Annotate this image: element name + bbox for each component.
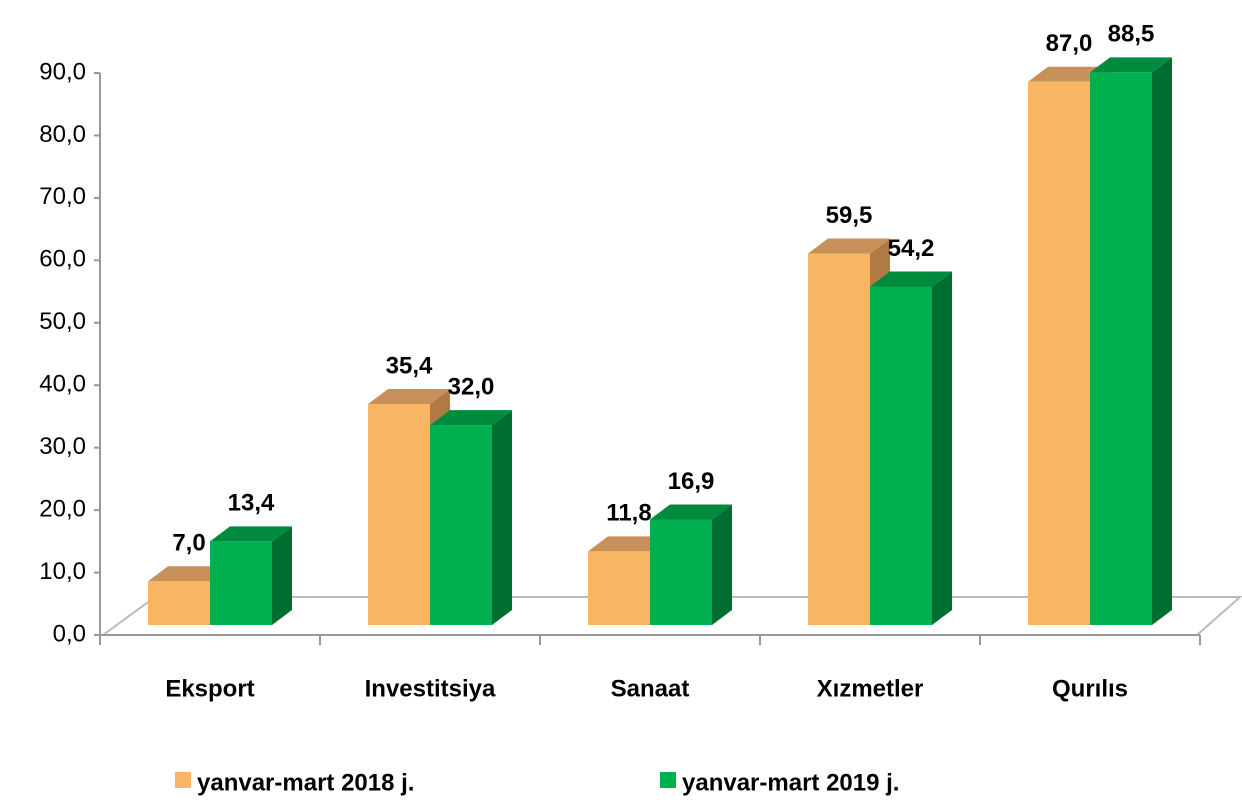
bar-face bbox=[870, 286, 932, 625]
value-label: 32,0 bbox=[448, 374, 495, 401]
value-label: 59,5 bbox=[826, 202, 873, 229]
value-label: 11,8 bbox=[606, 500, 651, 527]
value-label: 16,9 bbox=[668, 468, 715, 495]
y-tick-label: 40,0 bbox=[39, 371, 86, 398]
bar bbox=[650, 504, 732, 625]
bar-face bbox=[712, 504, 732, 625]
bar bbox=[870, 271, 952, 625]
value-label: 35,4 bbox=[386, 352, 433, 379]
bar-face bbox=[932, 271, 952, 625]
value-label: 87,0 bbox=[1046, 30, 1093, 57]
x-tick-label: Sanaat bbox=[611, 675, 690, 702]
bar-face bbox=[430, 410, 512, 426]
bar-face bbox=[368, 388, 450, 404]
bar-face bbox=[1028, 81, 1090, 625]
bar bbox=[1090, 57, 1172, 626]
bar-face bbox=[870, 271, 952, 287]
y-tick-label: 90,0 bbox=[39, 58, 86, 85]
legend-swatch bbox=[660, 772, 676, 788]
bar-face bbox=[1090, 57, 1172, 73]
y-tick-label: 80,0 bbox=[39, 121, 86, 148]
y-tick-label: 0,0 bbox=[53, 620, 86, 647]
y-tick-label: 60,0 bbox=[39, 246, 86, 273]
bar-face bbox=[148, 581, 210, 625]
value-label: 88,5 bbox=[1108, 21, 1155, 48]
bar-face bbox=[430, 425, 492, 625]
bar-face bbox=[1028, 66, 1110, 82]
bar-face bbox=[1152, 57, 1172, 626]
x-tick-label: Eksport bbox=[165, 675, 254, 702]
bar-face bbox=[650, 504, 732, 520]
bar bbox=[430, 410, 512, 625]
bar-face bbox=[492, 410, 512, 625]
bar-face bbox=[588, 551, 650, 625]
legend-label: yanvar-mart 2018 j. bbox=[197, 769, 414, 796]
y-tick-label: 50,0 bbox=[39, 308, 86, 335]
bar-face bbox=[1090, 72, 1152, 625]
bar-face bbox=[272, 526, 292, 625]
legend-swatch bbox=[175, 772, 191, 788]
bar-face bbox=[148, 566, 230, 582]
value-label: 7,0 bbox=[172, 530, 205, 557]
y-tick-label: 70,0 bbox=[39, 183, 86, 210]
y-tick-label: 30,0 bbox=[39, 433, 86, 460]
bar bbox=[210, 526, 292, 625]
bar-face bbox=[588, 536, 670, 552]
value-label: 54,2 bbox=[888, 235, 935, 262]
x-tick-label: Xızmetler bbox=[817, 675, 924, 702]
y-tick-label: 20,0 bbox=[39, 495, 86, 522]
bar-face bbox=[368, 403, 430, 625]
x-tick-label: Qurılıs bbox=[1052, 675, 1128, 702]
bar-face bbox=[808, 238, 890, 254]
legend-label: yanvar-mart 2019 j. bbox=[682, 769, 899, 796]
bar-face bbox=[210, 526, 292, 542]
bar-face bbox=[650, 519, 712, 625]
x-tick-label: Investitsiya bbox=[365, 675, 496, 702]
y-tick-label: 10,0 bbox=[39, 558, 86, 585]
bar-face bbox=[808, 253, 870, 625]
value-label: 13,4 bbox=[228, 490, 275, 517]
bar-face bbox=[210, 541, 272, 625]
